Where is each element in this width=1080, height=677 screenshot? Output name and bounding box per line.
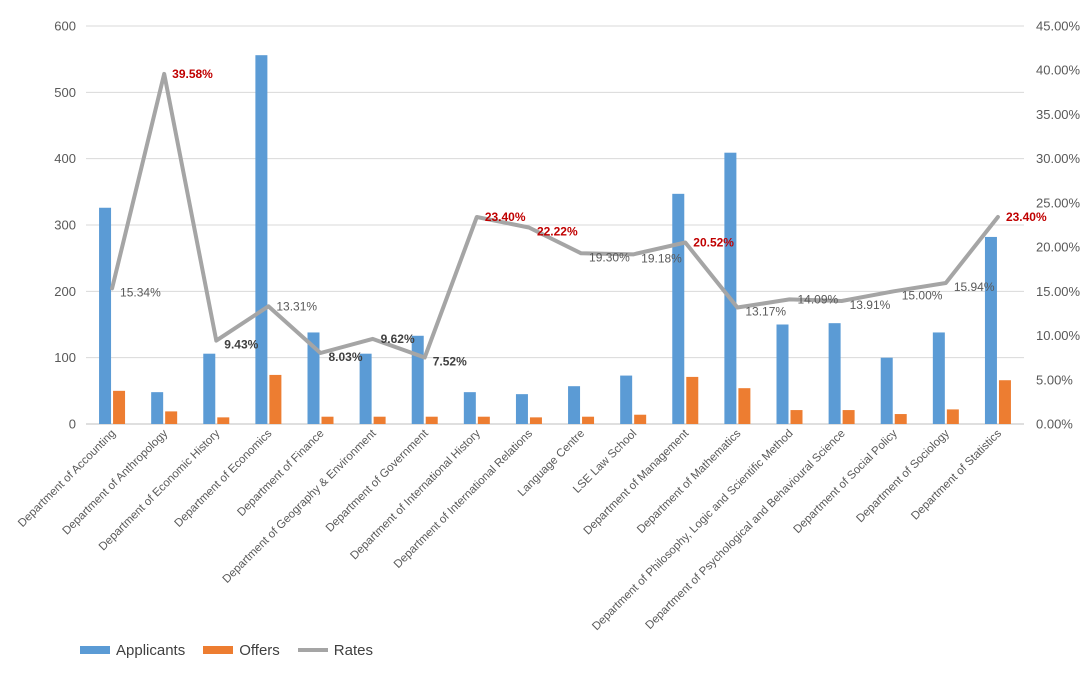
legend-item-applicants: Applicants <box>80 642 185 659</box>
bar-offers <box>477 416 490 424</box>
bar-offers <box>998 380 1011 424</box>
x-axis-category-label: Department of Accounting <box>16 428 118 530</box>
y-axis-tick-label: 0 <box>69 417 76 432</box>
chart-legend: Applicants Offers Rates <box>80 640 391 660</box>
bar-offers <box>738 388 751 424</box>
legend-label-applicants: Applicants <box>116 641 186 659</box>
y2-axis-tick-label: 25.00% <box>1036 195 1080 210</box>
rate-data-label: 15.00% <box>902 288 943 302</box>
rate-data-label: 19.18% <box>641 251 682 265</box>
y2-axis-tick-label: 45.00% <box>1036 19 1080 34</box>
x-axis-category-label: Department of Anthropology <box>61 427 171 537</box>
bar-offers <box>529 417 542 424</box>
bar-offers <box>165 411 178 424</box>
bar-applicants <box>255 55 268 424</box>
rate-data-label: 39.58% <box>172 67 213 81</box>
rate-data-label: 14.09% <box>798 292 839 306</box>
legend-swatch-rates <box>297 648 328 652</box>
legend-swatch-offers <box>203 646 234 654</box>
y-axis-tick-label: 500 <box>54 85 76 100</box>
y2-axis-tick-label: 40.00% <box>1036 63 1080 78</box>
bar-offers <box>373 416 386 424</box>
bar-applicants <box>307 332 320 424</box>
rate-data-label: 15.34% <box>120 285 161 299</box>
bar-offers <box>634 414 647 424</box>
y2-axis-tick-label: 15.00% <box>1036 284 1080 299</box>
y-axis-tick-label: 300 <box>54 218 76 233</box>
rate-data-label: 13.91% <box>850 298 891 312</box>
bar-offers <box>842 410 855 424</box>
y2-axis-tick-label: 30.00% <box>1036 151 1080 166</box>
legend-item-offers: Offers <box>203 642 280 659</box>
bar-applicants <box>724 152 737 425</box>
x-axis-category-label: Department of Philosophy, Logic and Scie… <box>590 428 795 633</box>
bar-applicants <box>99 207 112 424</box>
bar-offers <box>113 390 126 424</box>
rate-data-label: 15.94% <box>954 280 995 294</box>
bar-offers <box>790 410 803 424</box>
x-axis-category-label: Department of Government <box>324 427 432 535</box>
rate-data-label: 8.03% <box>329 350 363 364</box>
rate-data-label: 23.40% <box>1006 210 1047 224</box>
bar-applicants <box>984 236 997 424</box>
y-axis-tick-label: 200 <box>54 284 76 299</box>
x-axis-category-label: Department of Finance <box>235 428 326 519</box>
bar-applicants <box>203 353 216 424</box>
bar-applicants <box>151 392 164 424</box>
y2-axis-tick-label: 35.00% <box>1036 107 1080 122</box>
bar-offers <box>686 376 699 424</box>
x-axis-category-label: Department of Mathematics <box>635 427 744 536</box>
bar-offers <box>217 417 230 424</box>
y-axis-tick-label: 600 <box>54 19 76 34</box>
legend-item-rates: Rates <box>297 641 373 659</box>
bar-applicants <box>880 357 893 424</box>
rates-line <box>110 71 1000 360</box>
rate-data-label: 22.22% <box>537 224 578 238</box>
x-axis-category-label: Department of Economics <box>172 427 274 529</box>
x-axis-category-label: Department of Management <box>582 427 692 537</box>
bar-offers <box>269 374 282 424</box>
bar-applicants <box>359 353 372 424</box>
y2-axis-tick-label: 0.00% <box>1036 417 1073 432</box>
rate-data-label: 23.40% <box>485 210 526 224</box>
legend-swatch-applicants <box>80 646 110 654</box>
x-axis-category-label: Department of Sociology <box>854 427 952 525</box>
rate-data-label: 7.52% <box>433 354 467 368</box>
x-axis-category-label: Department of Social Policy <box>791 427 900 536</box>
bar-offers <box>894 414 907 424</box>
bar-applicants <box>463 392 476 424</box>
y-axis-tick-label: 400 <box>54 151 76 166</box>
bar-applicants <box>776 324 789 424</box>
legend-label-rates: Rates <box>333 641 373 659</box>
legend-label-offers: Offers <box>239 641 280 659</box>
y2-axis-tick-label: 5.00% <box>1036 372 1073 387</box>
rate-data-label: 9.62% <box>381 332 415 346</box>
rate-data-label: 20.52% <box>693 236 734 250</box>
x-axis-category-label: Department of Statistics <box>909 427 1004 522</box>
rate-data-label: 13.17% <box>745 305 786 319</box>
y-axis-tick-label: 100 <box>54 350 76 365</box>
bar-offers <box>582 416 595 424</box>
rate-data-label: 13.31% <box>276 299 317 313</box>
y2-axis-tick-label: 20.00% <box>1036 240 1080 255</box>
bar-applicants <box>411 335 424 424</box>
bar-applicants <box>828 323 841 424</box>
bar-applicants <box>515 394 528 424</box>
bar-applicants <box>620 375 633 424</box>
bar-offers <box>425 416 438 424</box>
x-axis-category-label: Department of Psychological and Behaviou… <box>644 428 848 632</box>
bar-applicants <box>568 386 581 424</box>
bar-offers <box>946 409 959 424</box>
rate-data-label: 19.30% <box>589 250 630 264</box>
y2-axis-tick-label: 10.00% <box>1036 328 1080 343</box>
bar-offers <box>321 416 334 424</box>
rate-data-label: 9.43% <box>224 338 258 352</box>
bar-applicants <box>932 332 945 424</box>
bar-applicants <box>672 193 685 424</box>
